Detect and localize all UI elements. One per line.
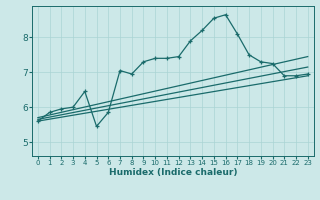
X-axis label: Humidex (Indice chaleur): Humidex (Indice chaleur) [108,168,237,177]
